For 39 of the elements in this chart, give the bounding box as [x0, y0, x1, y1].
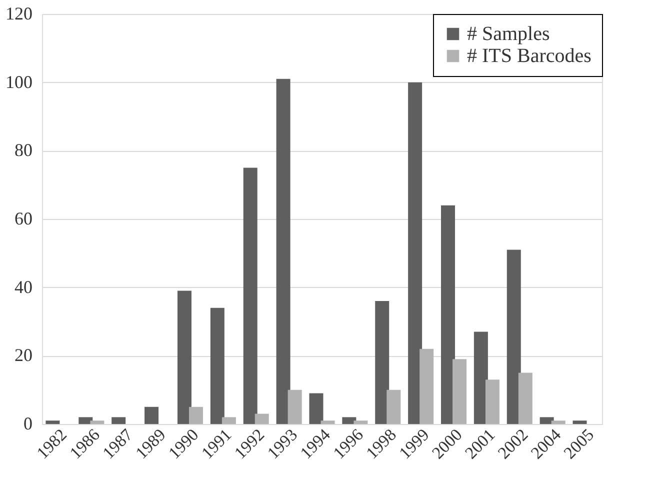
bar: [518, 372, 532, 424]
bar: [210, 308, 224, 424]
bar: [189, 406, 203, 424]
legend-label: # Samples: [467, 23, 550, 45]
bar: [46, 420, 60, 424]
bar: [243, 168, 258, 424]
bar: [572, 420, 587, 424]
bar: [485, 380, 500, 424]
y-tick-label: 40: [14, 276, 32, 297]
bar: [408, 82, 422, 424]
bar: [386, 390, 401, 424]
bar: [254, 414, 269, 424]
y-tick-label: 100: [6, 72, 32, 92]
bar: [222, 417, 236, 424]
bar: [375, 301, 390, 424]
bar: [177, 290, 192, 424]
bar: [354, 420, 368, 424]
y-tick-label: 60: [14, 208, 32, 228]
bar: [112, 417, 126, 424]
y-tick-label: 120: [6, 4, 32, 24]
bar: [452, 359, 467, 424]
bar: [474, 332, 488, 424]
bar: [441, 205, 455, 424]
bar: [90, 420, 104, 424]
y-tick-label: 0: [24, 414, 32, 434]
legend-label: # ITS Barcodes: [467, 45, 592, 67]
bar: [320, 420, 335, 424]
bar: [288, 390, 302, 424]
bar: [276, 78, 290, 424]
bar: [342, 417, 356, 424]
bar: [540, 417, 554, 424]
y-tick-label: 80: [14, 140, 32, 160]
bar: [420, 348, 434, 424]
y-tick-label: 20: [14, 345, 32, 366]
bar: [506, 250, 521, 424]
bar: [78, 417, 93, 424]
bar: [309, 393, 324, 424]
bar: [144, 406, 159, 424]
bar: [551, 420, 566, 424]
